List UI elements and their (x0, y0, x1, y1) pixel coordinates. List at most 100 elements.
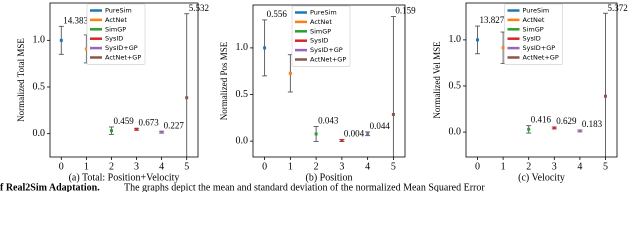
legend-label: SimGP (523, 25, 544, 33)
marker (476, 38, 480, 42)
x-tick-label: 3 (552, 161, 557, 172)
annotation: 0.159 (395, 6, 416, 16)
annotation: 5.532 (189, 3, 209, 13)
y-tick-label: 0.0 (33, 128, 46, 139)
x-tick-label: 0 (262, 161, 267, 172)
marker (263, 46, 267, 50)
marker (84, 47, 88, 51)
y-tick-label: 1.0 (449, 34, 462, 45)
legend-label: SysID+GP (523, 44, 556, 52)
marker (366, 132, 370, 136)
caption: (c) Velocity (518, 172, 565, 183)
marker (552, 126, 556, 130)
annotation: 5.372 (607, 3, 627, 13)
legend-label: SimGP (105, 25, 126, 33)
page: f Real2Sim Adaptation. The graphs depict… (0, 2, 628, 192)
caption: (a) Total: Position+Velocity (69, 172, 180, 183)
figure-caption-text: The graphs depict the mean and standard … (124, 182, 485, 192)
legend-label: PureSim (523, 7, 550, 15)
errorbar-group (159, 130, 165, 134)
annotation: 0.673 (139, 117, 160, 127)
errorbar-group (551, 126, 557, 130)
annotation: 13.827 (480, 15, 505, 25)
x-tick-label: 2 (314, 161, 319, 172)
axes-frame (252, 4, 406, 158)
marker (340, 138, 344, 142)
legend-label: SimGP (310, 27, 331, 35)
legend-label: ActNet (523, 16, 545, 24)
errorbar-group (339, 138, 345, 142)
errorbar-group (262, 19, 268, 77)
marker (603, 94, 607, 98)
errorbar-group (390, 16, 396, 157)
legend-label: PureSim (310, 9, 337, 17)
legend-label: ActNet+GP (310, 56, 346, 64)
marker (160, 130, 164, 134)
y-tick-label: 1.0 (236, 42, 249, 53)
axes-frame (49, 2, 199, 158)
x-tick-label: 4 (577, 161, 582, 172)
figure: f Real2Sim Adaptation. The graphs depict… (0, 2, 628, 192)
y-tick-label: 0.0 (236, 135, 249, 146)
x-tick-label: 0 (59, 161, 64, 172)
x-tick-label: 5 (184, 161, 189, 172)
annotation: 0.183 (582, 119, 603, 129)
errorbar-group (58, 25, 64, 55)
errorbar-group (602, 12, 608, 157)
legend-label: ActNet (105, 16, 127, 24)
marker (109, 129, 113, 133)
errorbar-group (184, 13, 190, 157)
y-tick-label: 0.0 (449, 126, 462, 137)
axes-frame (465, 2, 618, 158)
marker (527, 127, 531, 131)
marker (314, 132, 318, 136)
marker (59, 38, 63, 42)
marker (578, 129, 582, 133)
x-tick-label: 3 (134, 161, 139, 172)
x-tick-label: 5 (391, 161, 396, 172)
legend-label: SysID (105, 35, 123, 43)
x-tick-label: 5 (603, 161, 608, 172)
legend-label: ActNet+GP (523, 54, 559, 62)
subplot: 0 1 2 3 4 5 0.0 0.5 1.0 Normalized Total MSE (a) T… (16, 2, 209, 183)
marker (501, 46, 505, 50)
subplot: 0 1 2 3 4 5 0.0 0.5 1.0 Normalized Pos MSE (b) Pos… (219, 4, 416, 183)
annotation: 0.044 (370, 121, 391, 131)
marker (288, 71, 292, 75)
annotation: 0.004 (344, 129, 365, 139)
legend-label: PureSim (105, 7, 132, 15)
x-tick-label: 2 (526, 161, 531, 172)
y-axis-label: Normalized Pos MSE (219, 41, 229, 120)
errorbar-group (134, 127, 140, 131)
x-tick-label: 1 (84, 161, 89, 172)
errorbar-group (475, 25, 481, 55)
y-axis-label: Normalized Total MSE (16, 38, 26, 122)
errorbar-group (365, 131, 371, 137)
x-tick-label: 1 (288, 161, 293, 172)
y-tick-label: 0.5 (449, 80, 462, 91)
annotation: 0.043 (318, 116, 339, 126)
marker (135, 127, 139, 131)
legend-label: ActNet (310, 18, 332, 26)
y-tick-label: 1.0 (33, 35, 46, 46)
annotation: 0.416 (531, 115, 552, 125)
annotation: 14.383 (63, 15, 88, 25)
annotation: 0.629 (556, 116, 577, 126)
caption: (b) Position (306, 172, 353, 183)
marker (391, 112, 395, 116)
x-tick-label: 1 (501, 161, 506, 172)
x-tick-label: 3 (339, 161, 344, 172)
errorbar-group (526, 125, 532, 134)
x-tick-label: 0 (475, 161, 480, 172)
x-tick-label: 4 (159, 161, 164, 172)
legend-label: SysID+GP (310, 46, 343, 54)
subplot: 0 1 2 3 4 5 0.0 0.5 1.0 Normalized Vel MSE (c) Vel… (432, 2, 628, 183)
errorbar-group (313, 126, 319, 142)
marker (185, 96, 189, 100)
annotation: 0.556 (267, 9, 288, 19)
legend-label: ActNet+GP (105, 54, 141, 62)
errorbar-group (577, 129, 583, 133)
annotation: 0.227 (164, 120, 185, 130)
x-tick-label: 4 (365, 161, 370, 172)
legend-label: SysID (523, 35, 541, 43)
